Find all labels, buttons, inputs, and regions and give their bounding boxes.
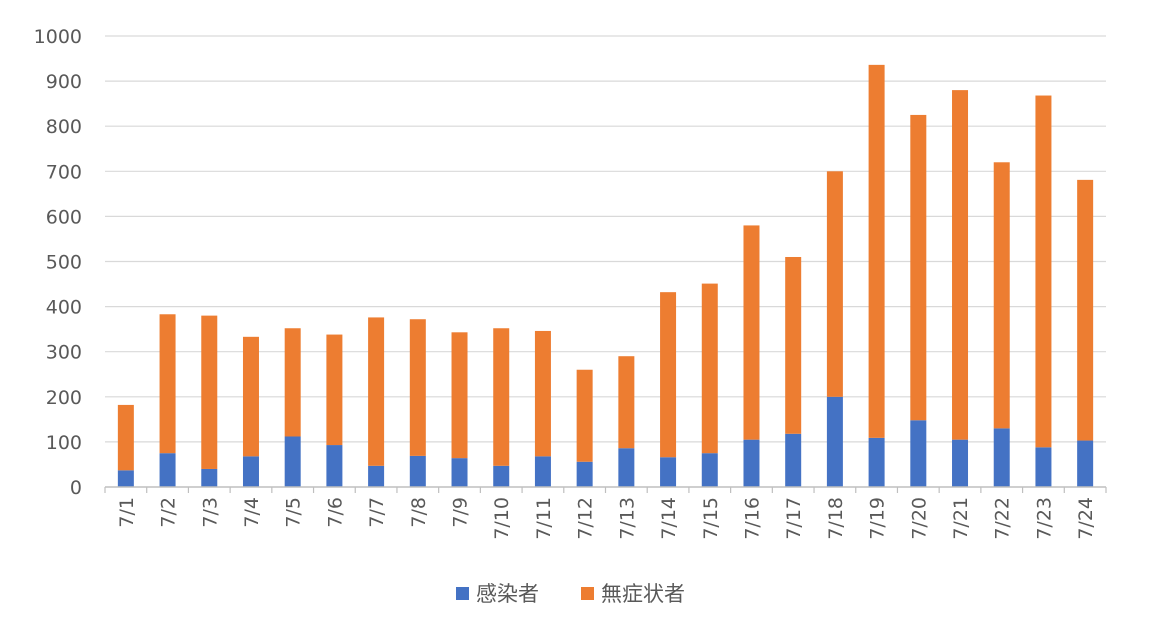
bar-asymptomatic bbox=[785, 256, 802, 434]
bar-infected bbox=[1035, 447, 1052, 487]
bar-infected bbox=[242, 456, 259, 487]
bar-infected bbox=[284, 436, 301, 487]
x-tick-label: 7/24 bbox=[1075, 497, 1097, 540]
x-tick-label: 7/16 bbox=[741, 497, 763, 540]
bar-asymptomatic bbox=[618, 356, 635, 449]
bar-asymptomatic bbox=[451, 332, 468, 459]
bar-infected bbox=[660, 457, 677, 487]
bar-asymptomatic bbox=[368, 317, 385, 466]
x-tick-label: 7/2 bbox=[158, 497, 180, 528]
bar-asymptomatic bbox=[159, 314, 176, 454]
x-tick-label: 7/23 bbox=[1033, 497, 1055, 540]
bar-infected bbox=[952, 439, 969, 487]
x-tick-label: 7/1 bbox=[116, 497, 138, 528]
bar-asymptomatic bbox=[1077, 179, 1094, 441]
bar-infected bbox=[1077, 440, 1094, 487]
x-tick-label: 7/14 bbox=[658, 497, 680, 540]
x-tick-label: 7/21 bbox=[950, 497, 972, 540]
bar-infected bbox=[701, 453, 718, 487]
x-tick-label: 7/19 bbox=[867, 497, 889, 540]
x-tick-label: 7/15 bbox=[700, 497, 722, 540]
bar-asymptomatic bbox=[952, 90, 969, 440]
y-tick-label: 700 bbox=[46, 161, 82, 183]
x-tick-label: 7/8 bbox=[408, 497, 430, 528]
x-tick-label: 7/7 bbox=[366, 497, 388, 528]
bar-infected bbox=[618, 448, 635, 487]
bar-infected bbox=[785, 433, 802, 487]
bar-asymptomatic bbox=[1035, 95, 1052, 448]
y-tick-label: 500 bbox=[46, 252, 82, 274]
bar-infected bbox=[409, 455, 426, 487]
bar-asymptomatic bbox=[701, 283, 718, 454]
y-tick-label: 1000 bbox=[34, 26, 82, 48]
bar-infected bbox=[826, 396, 843, 487]
x-tick-label: 7/9 bbox=[450, 497, 472, 528]
bar-infected bbox=[326, 445, 343, 487]
bar-asymptomatic bbox=[576, 369, 593, 462]
bar-asymptomatic bbox=[826, 171, 843, 397]
x-tick-label: 7/22 bbox=[992, 497, 1014, 540]
y-tick-label: 300 bbox=[46, 342, 82, 364]
legend-swatch bbox=[581, 587, 594, 600]
y-tick-label: 400 bbox=[46, 297, 82, 319]
bar-infected bbox=[910, 420, 927, 487]
legend-label: 感染者 bbox=[476, 582, 539, 606]
y-tick-label: 900 bbox=[46, 71, 82, 93]
y-tick-label: 600 bbox=[46, 206, 82, 228]
x-tick-label: 7/13 bbox=[616, 497, 638, 540]
bar-asymptomatic bbox=[284, 328, 301, 437]
y-tick-label: 200 bbox=[46, 387, 82, 409]
bar-asymptomatic bbox=[868, 64, 885, 438]
bar-infected bbox=[743, 439, 760, 487]
gridlines bbox=[105, 35, 1106, 443]
bar-asymptomatic bbox=[743, 225, 760, 440]
bar-asymptomatic bbox=[660, 292, 677, 458]
legend: 感染者 無症状者 bbox=[456, 582, 685, 606]
bar-infected bbox=[117, 470, 134, 487]
y-axis-tick-labels: 0 100 200 300 400 500 600 700 800 900 1000 bbox=[34, 26, 82, 499]
bar-asymptomatic bbox=[117, 404, 134, 471]
x-tick-label: 7/18 bbox=[825, 497, 847, 540]
y-tick-label: 100 bbox=[46, 432, 82, 454]
bar-infected bbox=[451, 458, 468, 487]
legend-label: 無症状者 bbox=[601, 582, 685, 606]
bar-asymptomatic bbox=[242, 336, 259, 457]
x-tick-label: 7/17 bbox=[783, 497, 805, 540]
bar-infected bbox=[201, 468, 218, 487]
bar-asymptomatic bbox=[326, 334, 343, 446]
bars bbox=[117, 64, 1094, 487]
x-tick-label: 7/20 bbox=[908, 497, 930, 540]
bar-infected bbox=[576, 461, 593, 487]
bar-infected bbox=[993, 428, 1010, 487]
bar-infected bbox=[868, 437, 885, 487]
bar-infected bbox=[159, 453, 176, 487]
bar-infected bbox=[368, 465, 385, 487]
bar-asymptomatic bbox=[534, 330, 551, 457]
x-tick-label: 7/5 bbox=[283, 497, 305, 528]
y-tick-label: 800 bbox=[46, 116, 82, 138]
x-axis-tick-labels: 7/1 7/2 7/3 7/4 7/5 7/6 7/7 7/8 7/9 7/10 7/11 7/12 7… bbox=[104, 487, 1107, 540]
x-tick-label: 7/12 bbox=[575, 497, 597, 540]
x-tick-label: 7/4 bbox=[241, 497, 263, 528]
x-tick-label: 7/11 bbox=[533, 497, 555, 540]
x-tick-label: 7/10 bbox=[491, 497, 513, 540]
legend-swatch bbox=[456, 587, 469, 600]
bar-asymptomatic bbox=[201, 315, 218, 469]
bar-infected bbox=[493, 465, 510, 487]
x-tick-label: 7/6 bbox=[324, 497, 346, 528]
bar-asymptomatic bbox=[409, 319, 426, 456]
y-tick-label: 0 bbox=[70, 477, 82, 499]
bar-asymptomatic bbox=[910, 114, 927, 421]
bar-asymptomatic bbox=[493, 328, 510, 466]
bar-infected bbox=[534, 456, 551, 487]
bar-asymptomatic bbox=[993, 162, 1010, 429]
x-tick-label: 7/3 bbox=[199, 497, 221, 528]
